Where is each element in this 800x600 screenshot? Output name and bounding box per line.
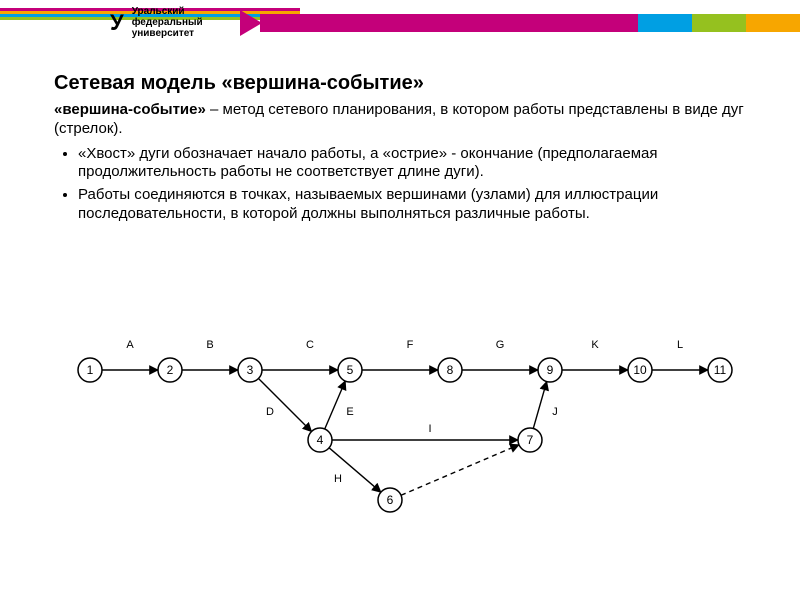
graph-node: 8 (438, 358, 462, 382)
node-label: 8 (447, 363, 454, 377)
slide-content: Сетевая модель «вершина-событие» «вершин… (54, 72, 760, 228)
lead-paragraph: «вершина-событие» – метод сетевого плани… (54, 101, 760, 139)
node-label: 6 (387, 493, 394, 507)
edge-label: G (496, 339, 505, 351)
edge-label: C (306, 339, 314, 351)
graph-node: 7 (518, 428, 542, 452)
graph-node: 11 (708, 358, 732, 382)
graph-node: 9 (538, 358, 562, 382)
header-banner: У Уральский федеральный университет (0, 0, 800, 40)
edge-label: E (346, 406, 353, 418)
edge (329, 448, 381, 492)
edge-label: H (334, 473, 342, 485)
slide-title: Сетевая модель «вершина-событие» (54, 72, 760, 95)
graph-node: 5 (338, 358, 362, 382)
graph-node: 4 (308, 428, 332, 452)
node-label: 5 (347, 363, 354, 377)
edge-label: A (126, 339, 134, 351)
logo-mark-icon: У (110, 10, 124, 36)
banner-bar (260, 14, 800, 32)
edge-label: D (266, 406, 274, 418)
university-logo: У Уральский федеральный университет (110, 6, 203, 39)
logo-line1: Уральский (132, 6, 185, 17)
network-diagram: 1 2 3 4 5 6 7 8 9 10 11 A B C D E F G H I J K L (60, 320, 760, 530)
node-label: 2 (167, 363, 174, 377)
edge-label: I (428, 423, 431, 435)
edge (533, 382, 546, 429)
edge (325, 381, 346, 429)
node-label: 7 (527, 433, 534, 447)
banner-chevron-icon (240, 10, 262, 36)
graph-node: 10 (628, 358, 652, 382)
list-item: Работы соединяются в точках, называемых … (78, 186, 760, 224)
edge-label: L (677, 339, 683, 351)
list-item: «Хвост» дуги обозначает начало работы, а… (78, 145, 760, 183)
node-label: 9 (547, 363, 554, 377)
graph-node: 6 (378, 488, 402, 512)
node-label: 1 (87, 363, 94, 377)
node-label: 4 (317, 433, 324, 447)
graph-node: 2 (158, 358, 182, 382)
edge-label: B (206, 339, 213, 351)
logo-line2: федеральный (132, 17, 203, 28)
edge-label: J (552, 406, 558, 418)
logo-line3: университет (132, 28, 194, 39)
graph-node: 1 (78, 358, 102, 382)
node-label: 3 (247, 363, 254, 377)
edge-label: F (407, 339, 414, 351)
node-label: 10 (633, 363, 647, 377)
graph-node: 3 (238, 358, 262, 382)
edge (258, 378, 311, 431)
lead-bold: «вершина-событие» (54, 101, 206, 118)
edge (401, 445, 519, 496)
edge-label: K (591, 339, 599, 351)
bullet-list: «Хвост» дуги обозначает начало работы, а… (54, 145, 760, 224)
node-label: 11 (714, 363, 727, 377)
